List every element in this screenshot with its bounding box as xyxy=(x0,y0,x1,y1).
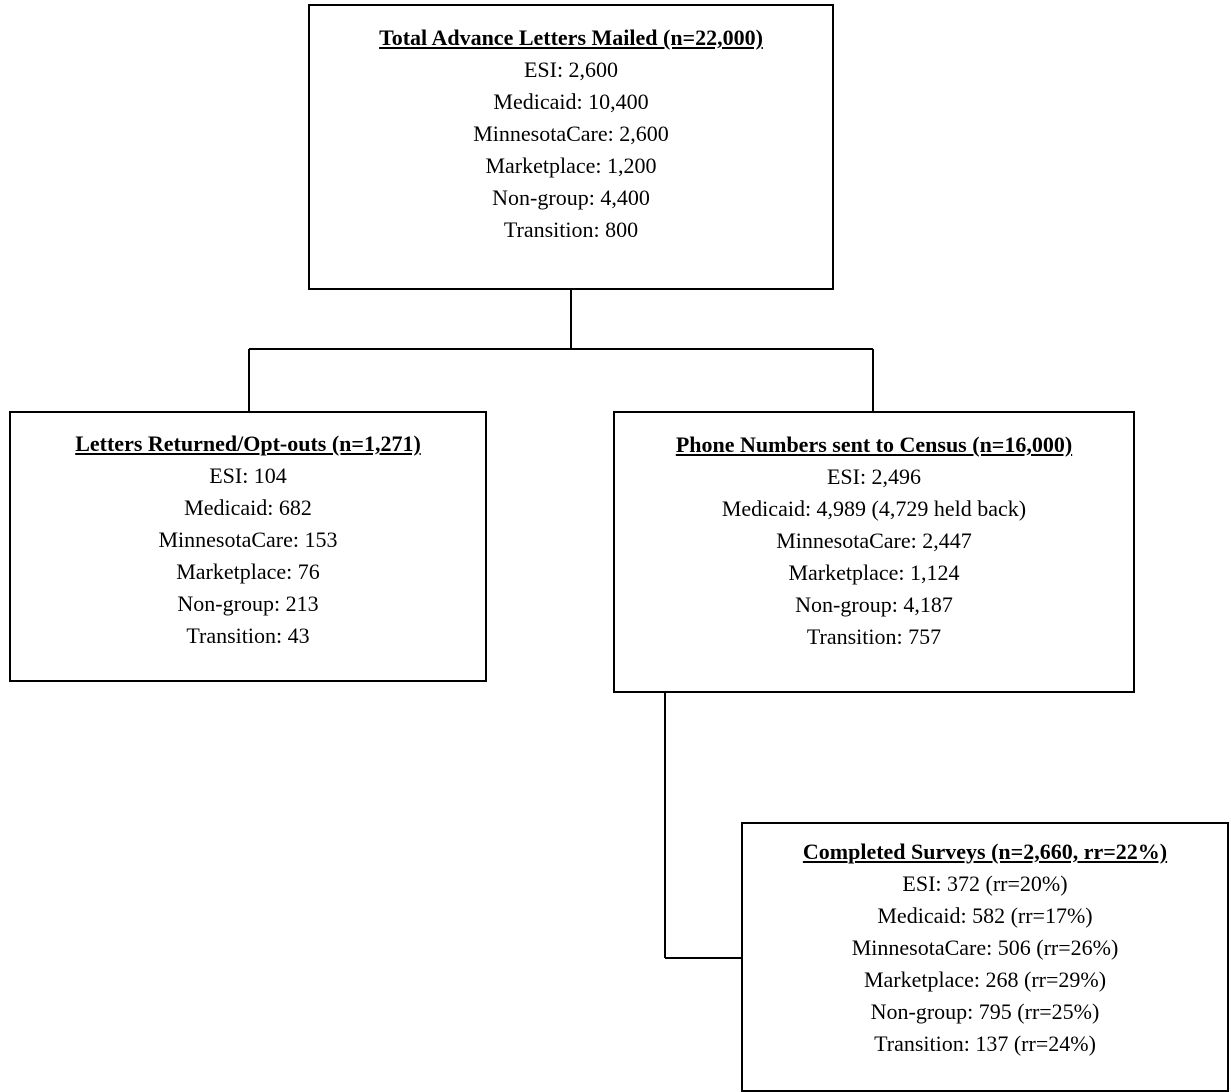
node-line: Medicaid: 582 (rr=17%) xyxy=(877,903,1093,928)
node-line: MinnesotaCare: 2,447 xyxy=(776,528,972,553)
node-total-letters-mailed: Total Advance Letters Mailed (n=22,000) … xyxy=(308,4,834,290)
node-line: Medicaid: 682 xyxy=(184,495,312,520)
node-line: Non-group: 4,187 xyxy=(795,592,953,617)
node-line-list: ESI: 372 (rr=20%) Medicaid: 582 (rr=17%) M… xyxy=(743,868,1227,1060)
node-line-list: ESI: 2,496 Medicaid: 4,989 (4,729 held ba… xyxy=(615,461,1133,653)
node-line: Non-group: 795 (rr=25%) xyxy=(870,999,1100,1024)
node-line: Marketplace: 1,124 xyxy=(788,560,960,585)
node-line: Marketplace: 268 (rr=29%) xyxy=(863,967,1107,992)
node-title: Phone Numbers sent to Census (n=16,000) xyxy=(675,432,1073,457)
node-line: ESI: 104 xyxy=(209,463,287,488)
node-line: ESI: 2,496 xyxy=(826,464,922,489)
node-line: MinnesotaCare: 2,600 xyxy=(473,121,669,146)
node-line: Transition: 757 xyxy=(806,624,942,649)
node-line: MinnesotaCare: 506 (rr=26%) xyxy=(851,935,1119,960)
node-line: ESI: 2,600 xyxy=(523,57,619,82)
node-line-list: ESI: 2,600 Medicaid: 10,400 MinnesotaCare:… xyxy=(310,54,832,246)
node-phone-numbers-census: Phone Numbers sent to Census (n=16,000) … xyxy=(613,411,1135,693)
node-line: MinnesotaCare: 153 xyxy=(158,527,338,552)
node-line: ESI: 372 (rr=20%) xyxy=(902,871,1068,896)
node-completed-surveys: Completed Surveys (n=2,660, rr=22%) ESI:… xyxy=(741,822,1229,1092)
node-line: Marketplace: 1,200 xyxy=(485,153,657,178)
node-line: Non-group: 213 xyxy=(177,591,319,616)
node-line: Non-group: 4,400 xyxy=(492,185,650,210)
node-line: Marketplace: 76 xyxy=(176,559,320,584)
node-title: Completed Surveys (n=2,660, rr=22%) xyxy=(802,839,1168,864)
node-title: Letters Returned/Opt-outs (n=1,271) xyxy=(75,431,421,456)
node-line: Transition: 800 xyxy=(503,217,639,242)
node-line: Medicaid: 10,400 xyxy=(493,89,649,114)
node-line: Transition: 137 (rr=24%) xyxy=(874,1031,1096,1056)
node-line: Medicaid: 4,989 (4,729 held back) xyxy=(721,496,1027,521)
node-line: Transition: 43 xyxy=(186,623,310,648)
node-line-list: ESI: 104 Medicaid: 682 MinnesotaCare: 153 M… xyxy=(11,460,485,652)
node-letters-returned: Letters Returned/Opt-outs (n=1,271) ESI:… xyxy=(9,411,487,682)
node-title: Total Advance Letters Mailed (n=22,000) xyxy=(379,25,763,50)
